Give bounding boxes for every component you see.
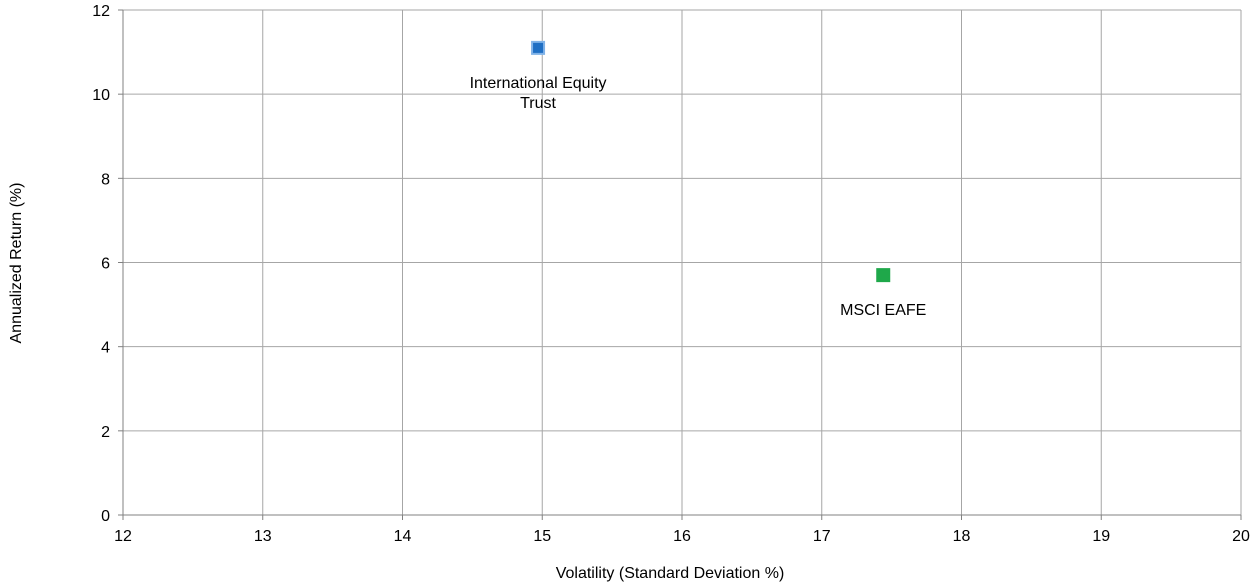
x-tick-label: 13 — [254, 528, 272, 545]
x-tick-label: 16 — [673, 528, 691, 545]
y-tick-label: 10 — [92, 87, 110, 104]
data-point — [876, 268, 891, 283]
y-tick-label: 8 — [101, 171, 110, 188]
axis-layer — [118, 9, 1242, 520]
data-point — [531, 40, 546, 55]
x-tick-label: 14 — [394, 528, 412, 545]
point-label: Trust — [520, 95, 556, 112]
point-label: International Equity — [470, 75, 607, 92]
y-tick-label: 0 — [101, 508, 110, 525]
y-tick-label: 6 — [101, 256, 110, 273]
x-tick-label: 12 — [114, 528, 132, 545]
tick-labels: 12 13 14 15 16 17 18 19 20 0 2 4 6 8 10 12 — [92, 3, 1250, 545]
grid-layer — [122, 9, 1242, 516]
y-tick-label: 12 — [92, 3, 110, 20]
point-label: MSCI EAFE — [840, 302, 926, 319]
x-axis-title: Volatility (Standard Deviation %) — [556, 565, 785, 582]
x-tick-label: 20 — [1232, 528, 1250, 545]
y-axis-title: Annualized Return (%) — [8, 183, 25, 344]
point-labels: International Equity Trust MSCI EAFE — [470, 75, 927, 319]
y-tick-label: 4 — [101, 340, 110, 357]
x-tick-label: 17 — [813, 528, 831, 545]
x-tick-label: 15 — [533, 528, 551, 545]
x-tick-label: 18 — [953, 528, 971, 545]
data-points — [531, 40, 891, 283]
y-tick-label: 2 — [101, 424, 110, 441]
x-tick-label: 19 — [1092, 528, 1110, 545]
